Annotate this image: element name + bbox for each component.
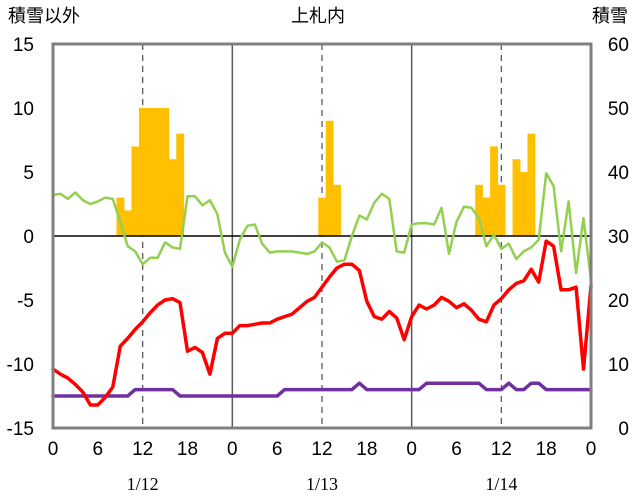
series-line-red bbox=[51, 239, 593, 407]
bar bbox=[333, 184, 342, 236]
series-line-purple bbox=[51, 381, 593, 398]
chart-title: 上札内 bbox=[291, 6, 345, 27]
line-series-group bbox=[51, 172, 593, 407]
right-tick-label: 10 bbox=[608, 355, 629, 376]
plot-frame bbox=[51, 42, 593, 430]
right-axis-label: 積雪 bbox=[592, 6, 628, 27]
series-line-green bbox=[51, 172, 593, 283]
x-tick-label: 6 bbox=[272, 439, 283, 460]
left-tick-label: -15 bbox=[7, 419, 34, 440]
bar bbox=[475, 184, 484, 236]
left-tick-label: 15 bbox=[13, 35, 34, 56]
x-tick-label: 0 bbox=[406, 439, 417, 460]
right-tick-label: 50 bbox=[608, 99, 629, 120]
bar bbox=[497, 184, 506, 236]
x-tick-label: 0 bbox=[48, 439, 59, 460]
bar bbox=[123, 210, 132, 236]
bar bbox=[520, 172, 528, 236]
right-tick-label: 20 bbox=[608, 291, 629, 312]
bar bbox=[146, 108, 155, 236]
bar bbox=[153, 108, 162, 236]
left-axis-label: 積雪以外 bbox=[8, 6, 80, 27]
bar bbox=[512, 159, 521, 236]
left-tick-label: 5 bbox=[23, 163, 34, 184]
x-axis-ticks: 0 6 12 18 0 6 12 18 0 6 12 18 0 bbox=[48, 439, 597, 460]
date-label: 1/12 bbox=[127, 474, 159, 494]
bar bbox=[161, 108, 170, 236]
x-tick-label: 12 bbox=[311, 439, 332, 460]
bar bbox=[490, 146, 498, 236]
bar-series bbox=[116, 108, 536, 236]
x-tick-label: 18 bbox=[177, 439, 198, 460]
right-tick-label: 40 bbox=[608, 163, 629, 184]
x-tick-label: 6 bbox=[451, 439, 462, 460]
x-tick-label: 12 bbox=[491, 439, 512, 460]
bar bbox=[131, 146, 140, 236]
bar bbox=[116, 197, 125, 236]
x-tick-label: 0 bbox=[586, 439, 597, 460]
x-tick-label: 0 bbox=[227, 439, 238, 460]
bar bbox=[482, 197, 491, 236]
x-tick-label: 18 bbox=[536, 439, 557, 460]
right-tick-label: 0 bbox=[618, 419, 629, 440]
bar bbox=[318, 197, 327, 236]
right-tick-label: 60 bbox=[608, 35, 629, 56]
bar bbox=[168, 159, 177, 236]
x-tick-label: 18 bbox=[356, 439, 377, 460]
x-tick-label: 12 bbox=[132, 439, 153, 460]
left-tick-label: 10 bbox=[13, 99, 34, 120]
left-axis-ticks: 15 10 5 0 -5 -10 -15 bbox=[7, 35, 34, 440]
bar bbox=[138, 108, 147, 236]
x-tick-label: 6 bbox=[93, 439, 104, 460]
right-axis-ticks: 60 50 40 30 20 10 0 bbox=[608, 35, 629, 440]
bar bbox=[527, 133, 536, 236]
left-tick-label: -5 bbox=[17, 291, 34, 312]
date-label: 1/13 bbox=[306, 474, 338, 494]
date-label: 1/14 bbox=[485, 474, 517, 494]
left-tick-label: -10 bbox=[7, 355, 34, 376]
date-labels: 1/12 1/13 1/14 bbox=[127, 474, 518, 494]
left-tick-label: 0 bbox=[23, 227, 34, 248]
right-tick-label: 30 bbox=[608, 227, 629, 248]
bar bbox=[176, 133, 185, 236]
bar bbox=[325, 120, 334, 236]
